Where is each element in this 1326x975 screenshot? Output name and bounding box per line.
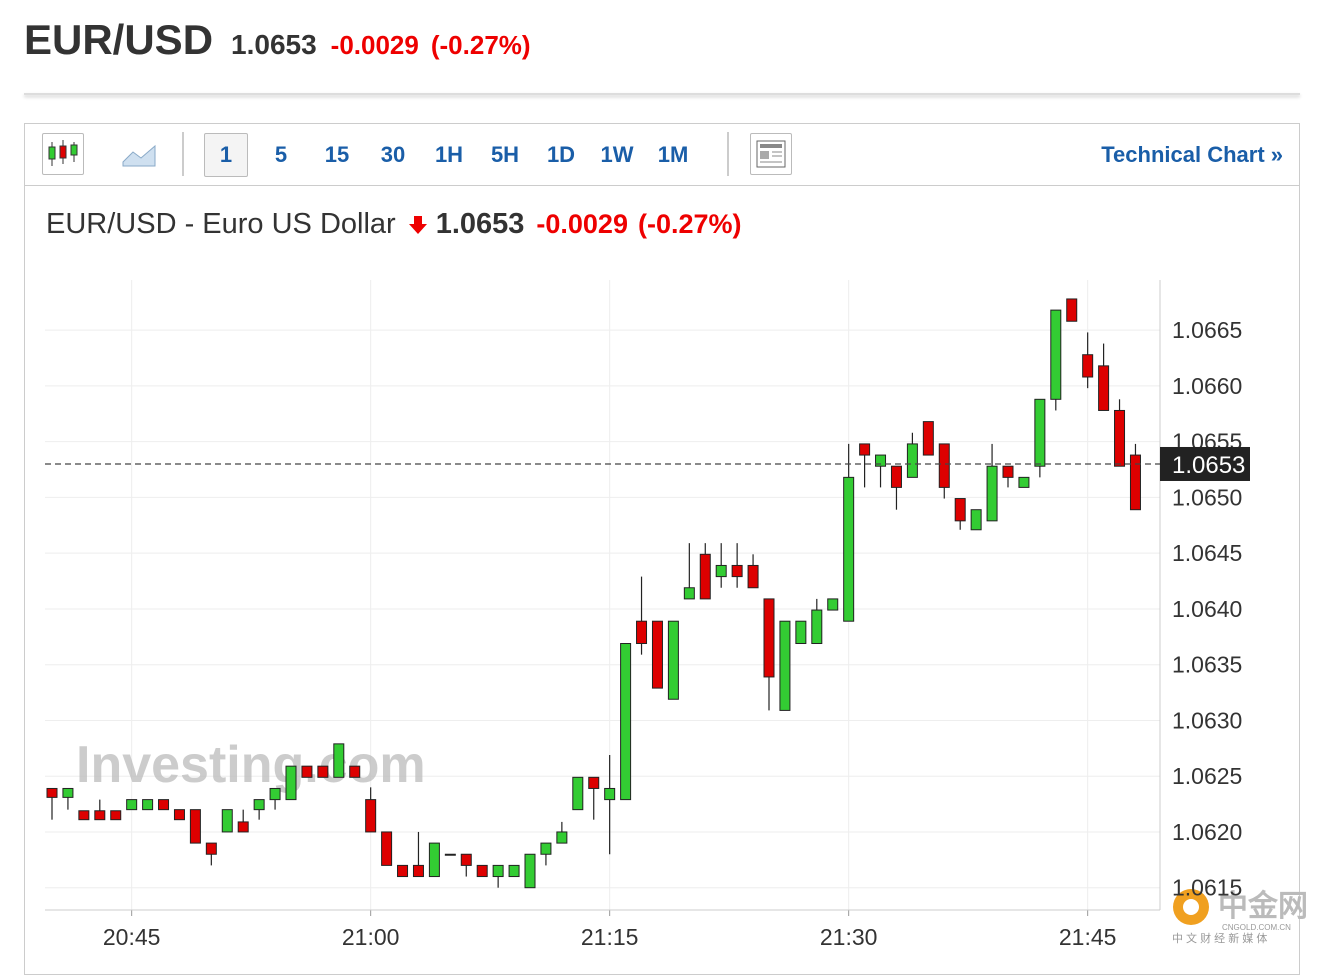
interval-button[interactable]: 5H <box>490 142 520 167</box>
interval-button[interactable]: 5 <box>274 142 288 167</box>
candle-type-button[interactable] <box>42 133 84 175</box>
interval-button[interactable]: 1D <box>546 142 576 167</box>
interval-button[interactable]: 15 <box>324 142 350 167</box>
down-arrow <box>408 215 427 234</box>
interval-button[interactable]: 1W <box>600 142 634 167</box>
chart-change: -0.0029 <box>536 209 628 239</box>
area-type-button[interactable] <box>119 138 159 172</box>
news-icon <box>756 140 786 168</box>
interval-button[interactable]: 30 <box>380 142 406 167</box>
chart-box: Technical Chart » 1 5 15 30 1H 5H 1D 1W 1M <box>24 123 1300 975</box>
chart-change-pct: (-0.27%) <box>637 209 742 239</box>
interval-button[interactable]: 1H <box>434 142 464 167</box>
price: 1.0653 <box>231 29 317 60</box>
chart-price: 1.0653 <box>435 208 525 240</box>
interval-button[interactable]: 1M <box>657 142 689 167</box>
chart-heading: EUR/USD - Euro US Dollar 1.0653 -0.0029 … <box>46 208 742 241</box>
quote-header: EUR/USD 1.0653 -0.0029 (-0.27%) <box>24 16 531 64</box>
chart-title: EUR/USD - Euro US Dollar <box>46 208 396 240</box>
change: -0.0029 <box>330 30 419 60</box>
toolbar-separator <box>182 132 184 176</box>
symbol: EUR/USD <box>24 16 214 63</box>
technical-chart-link[interactable]: Technical Chart » <box>1101 142 1283 167</box>
interval-button[interactable]: 1 <box>204 133 248 177</box>
change-pct: (-0.27%) <box>430 30 531 60</box>
news-button[interactable] <box>750 133 792 175</box>
toolbar: Technical Chart » 1 5 15 30 1H 5H 1D 1W 1M <box>25 124 1299 186</box>
candle-icon <box>48 140 78 166</box>
toolbar-separator <box>727 132 729 176</box>
divider <box>24 93 1300 95</box>
